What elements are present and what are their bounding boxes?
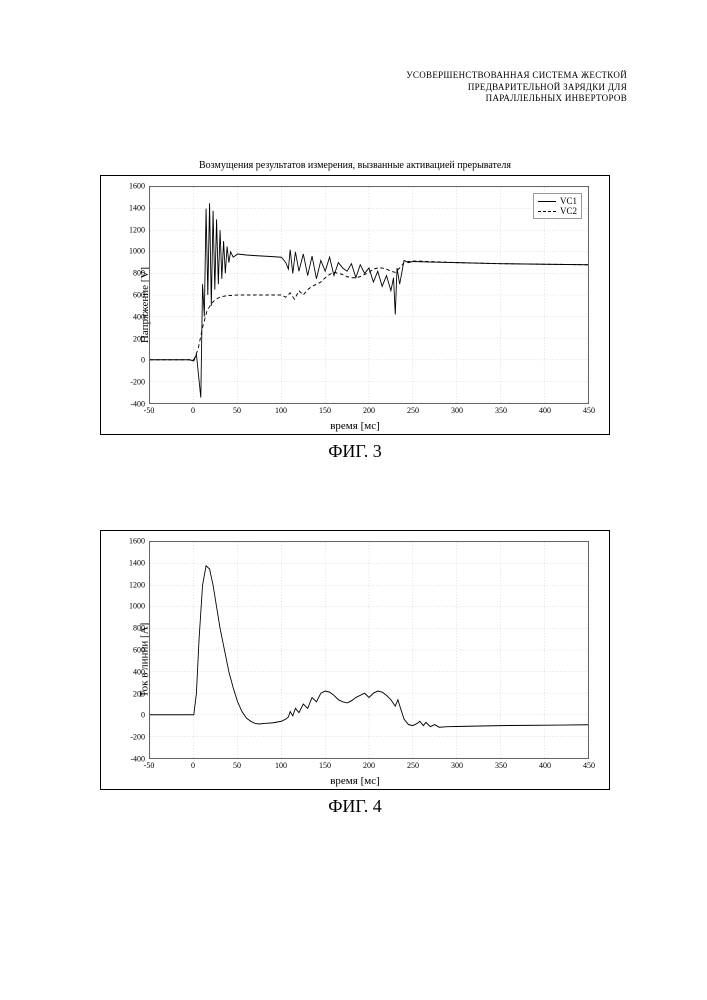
y-tick-label: -400 bbox=[119, 400, 145, 409]
y-tick-label: -200 bbox=[119, 378, 145, 387]
y-tick-label: 400 bbox=[119, 667, 145, 676]
y-tick-label: 200 bbox=[119, 689, 145, 698]
y-tick-label: 600 bbox=[119, 646, 145, 655]
figure-caption: ФИГ. 4 bbox=[100, 796, 610, 817]
y-tick-labels: -400-20002004006008001000120014001600 bbox=[121, 541, 147, 759]
x-tick-label: 0 bbox=[191, 406, 195, 415]
y-tick-labels: -400-20002004006008001000120014001600 bbox=[121, 186, 147, 404]
y-tick-label: 1000 bbox=[119, 247, 145, 256]
x-tick-label: 400 bbox=[539, 761, 551, 770]
x-tick-label: 400 bbox=[539, 406, 551, 415]
header-line: УСОВЕРШЕНСТВОВАННАЯ СИСТЕМА ЖЕСТКОЙ bbox=[406, 70, 627, 82]
y-tick-label: 1200 bbox=[119, 225, 145, 234]
x-tick-label: 350 bbox=[495, 406, 507, 415]
x-tick-label: 100 bbox=[275, 761, 287, 770]
chart-svg bbox=[150, 542, 588, 758]
chart-title: Возмущения результатов измерения, вызван… bbox=[100, 160, 610, 171]
y-tick-label: 800 bbox=[119, 624, 145, 633]
x-tick-label: 0 bbox=[191, 761, 195, 770]
legend-swatch bbox=[538, 201, 556, 202]
x-tick-label: 300 bbox=[451, 406, 463, 415]
legend-label: VC1 bbox=[560, 196, 577, 206]
legend-label: VC2 bbox=[560, 206, 577, 216]
x-tick-label: -50 bbox=[144, 761, 155, 770]
y-tick-label: 1600 bbox=[119, 182, 145, 191]
x-tick-label: 50 bbox=[233, 406, 241, 415]
y-tick-label: 800 bbox=[119, 269, 145, 278]
legend-item-vc2: VC2 bbox=[538, 206, 577, 216]
document-header: УСОВЕРШЕНСТВОВАННАЯ СИСТЕМА ЖЕСТКОЙ ПРЕД… bbox=[406, 70, 627, 105]
x-tick-label: 250 bbox=[407, 761, 419, 770]
x-tick-label: 450 bbox=[583, 761, 595, 770]
y-tick-label: 1400 bbox=[119, 558, 145, 567]
chart-frame: Ток в линии [А] время [мс] -400-20002004… bbox=[100, 530, 610, 790]
x-axis-label: время [мс] bbox=[330, 775, 380, 787]
plot-area bbox=[149, 541, 589, 759]
x-axis-label: время [мс] bbox=[330, 420, 380, 432]
x-tick-label: 150 bbox=[319, 406, 331, 415]
header-line: ПАРАЛЛЕЛЬНЫХ ИНВЕРТОРОВ bbox=[406, 93, 627, 105]
y-tick-label: 200 bbox=[119, 334, 145, 343]
legend: VC1 VC2 bbox=[533, 193, 582, 219]
figure-4: Ток в линии [А] время [мс] -400-20002004… bbox=[100, 530, 610, 817]
y-tick-label: 1200 bbox=[119, 580, 145, 589]
figure-caption: ФИГ. 3 bbox=[100, 441, 610, 462]
y-tick-label: 400 bbox=[119, 312, 145, 321]
y-tick-label: 1400 bbox=[119, 203, 145, 212]
figure-3: Возмущения результатов измерения, вызван… bbox=[100, 160, 610, 462]
x-tick-label: 100 bbox=[275, 406, 287, 415]
y-tick-label: 0 bbox=[119, 356, 145, 365]
x-tick-labels: -50050100150200250300350400450 bbox=[149, 406, 589, 418]
x-tick-label: 350 bbox=[495, 761, 507, 770]
x-tick-labels: -50050100150200250300350400450 bbox=[149, 761, 589, 773]
y-tick-label: 1600 bbox=[119, 537, 145, 546]
x-tick-label: 200 bbox=[363, 406, 375, 415]
x-tick-label: 50 bbox=[233, 761, 241, 770]
x-tick-label: 200 bbox=[363, 761, 375, 770]
legend-item-vc1: VC1 bbox=[538, 196, 577, 206]
chart-frame: Напряжение [V] время [мс] -400-200020040… bbox=[100, 175, 610, 435]
y-tick-label: -400 bbox=[119, 755, 145, 764]
y-tick-label: -200 bbox=[119, 733, 145, 742]
legend-swatch bbox=[538, 211, 556, 212]
x-tick-label: 450 bbox=[583, 406, 595, 415]
y-tick-label: 600 bbox=[119, 291, 145, 300]
header-line: ПРЕДВАРИТЕЛЬНОЙ ЗАРЯДКИ ДЛЯ bbox=[406, 82, 627, 94]
y-tick-label: 1000 bbox=[119, 602, 145, 611]
x-tick-label: 150 bbox=[319, 761, 331, 770]
y-tick-label: 0 bbox=[119, 711, 145, 720]
x-tick-label: -50 bbox=[144, 406, 155, 415]
x-tick-label: 300 bbox=[451, 761, 463, 770]
chart-svg bbox=[150, 187, 588, 403]
plot-area: VC1 VC2 bbox=[149, 186, 589, 404]
x-tick-label: 250 bbox=[407, 406, 419, 415]
